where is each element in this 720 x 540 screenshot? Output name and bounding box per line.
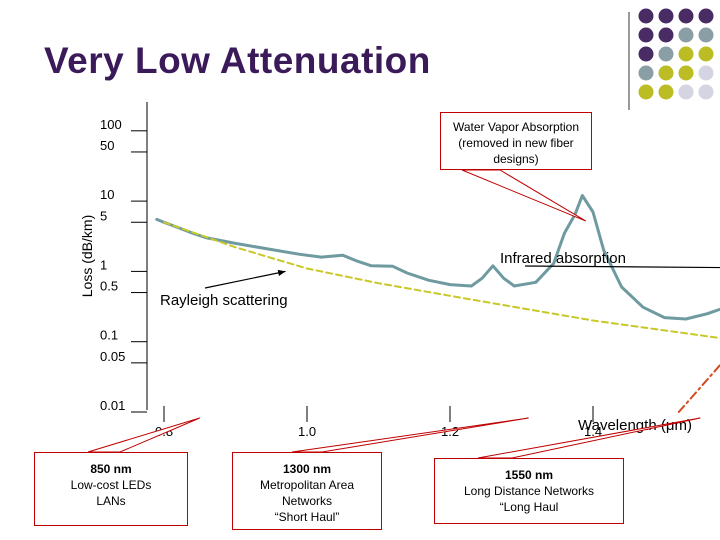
y-tick-label: 5 [100,208,107,223]
callout-1550nm: 1550 nm Long Distance Networks “Long Haul [434,458,624,524]
decorative-dot-grid [638,8,714,100]
callout-1300nm: 1300 nm Metropolitan Area Networks “Short H… [232,452,382,530]
x-tick-label: 1.0 [298,424,316,439]
callout-line: Long Distance Networks [463,484,595,498]
y-tick-label: 10 [100,187,114,202]
callout-pointer [461,169,587,222]
y-tick-label: 0.1 [100,328,118,343]
y-tick-label: 1 [100,257,107,272]
y-axis-label: Loss (dB/km) [79,215,95,297]
callout-850nm: 850 nm Low-cost LEDs LANs [34,452,188,526]
callout-line: Metropolitan Area [259,478,355,492]
callout-line: designs) [493,152,539,166]
decorative-dot [638,46,654,62]
series-fiber-attenuation [155,194,720,321]
callout-line: LANs [96,494,126,508]
decorative-dot [698,65,714,81]
annotation-arrow [524,265,720,269]
callout-line: Low-cost LEDs [70,478,152,492]
callout-pointer [87,417,200,453]
decorative-dot [638,27,654,43]
page-title: Very Low Attenuation [44,40,431,81]
callout-line: 850 nm [90,462,132,476]
callout-line: “Long Haul [499,500,559,514]
x-tick-label: 1.2 [441,424,459,439]
annotation-arrow [204,270,286,289]
decorative-dot [678,84,694,100]
annotation-label: Rayleigh scattering [160,292,288,309]
y-tick-label: 0.5 [100,279,118,294]
series-infrared-absorption [677,363,720,413]
y-tick-label: 100 [100,117,122,132]
decorative-dot [698,84,714,100]
callout-line: 1550 nm [504,468,554,482]
y-tick-label: 50 [100,138,114,153]
annotation-label: Infrared absorption [500,250,626,267]
decorative-dot [638,65,654,81]
x-axis-label: Wavelength (μm) [578,417,692,434]
callout-line: Water Vapor Absorption [452,120,580,134]
decorative-divider [628,12,630,110]
decorative-dot [698,8,714,24]
decorative-dot [678,8,694,24]
x-tick-label: 1.4 [584,424,602,439]
decorative-dot [638,8,654,24]
callout-line: “Short Haul” [274,510,340,524]
decorative-dot [638,84,654,100]
decorative-dot [658,46,674,62]
callout-line: Networks [281,494,332,508]
decorative-dot [678,65,694,81]
y-tick-label: 0.05 [100,349,125,364]
callout-pointer [291,417,529,453]
decorative-dot [658,65,674,81]
decorative-dot [658,27,674,43]
series-rayleigh-scattering [163,221,720,340]
y-tick-label: 0.01 [100,398,125,413]
decorative-dot [658,8,674,24]
decorative-dot [698,27,714,43]
callout-line: (removed in new fiber [458,136,574,150]
decorative-dot [658,84,674,100]
callout-line: 1300 nm [282,462,332,476]
callout-water-vapor: Water Vapor Absorption (removed in new fi… [440,112,592,170]
decorative-dot [698,46,714,62]
decorative-dot [678,27,694,43]
decorative-dot [678,46,694,62]
annotation-arrowhead [277,269,286,276]
